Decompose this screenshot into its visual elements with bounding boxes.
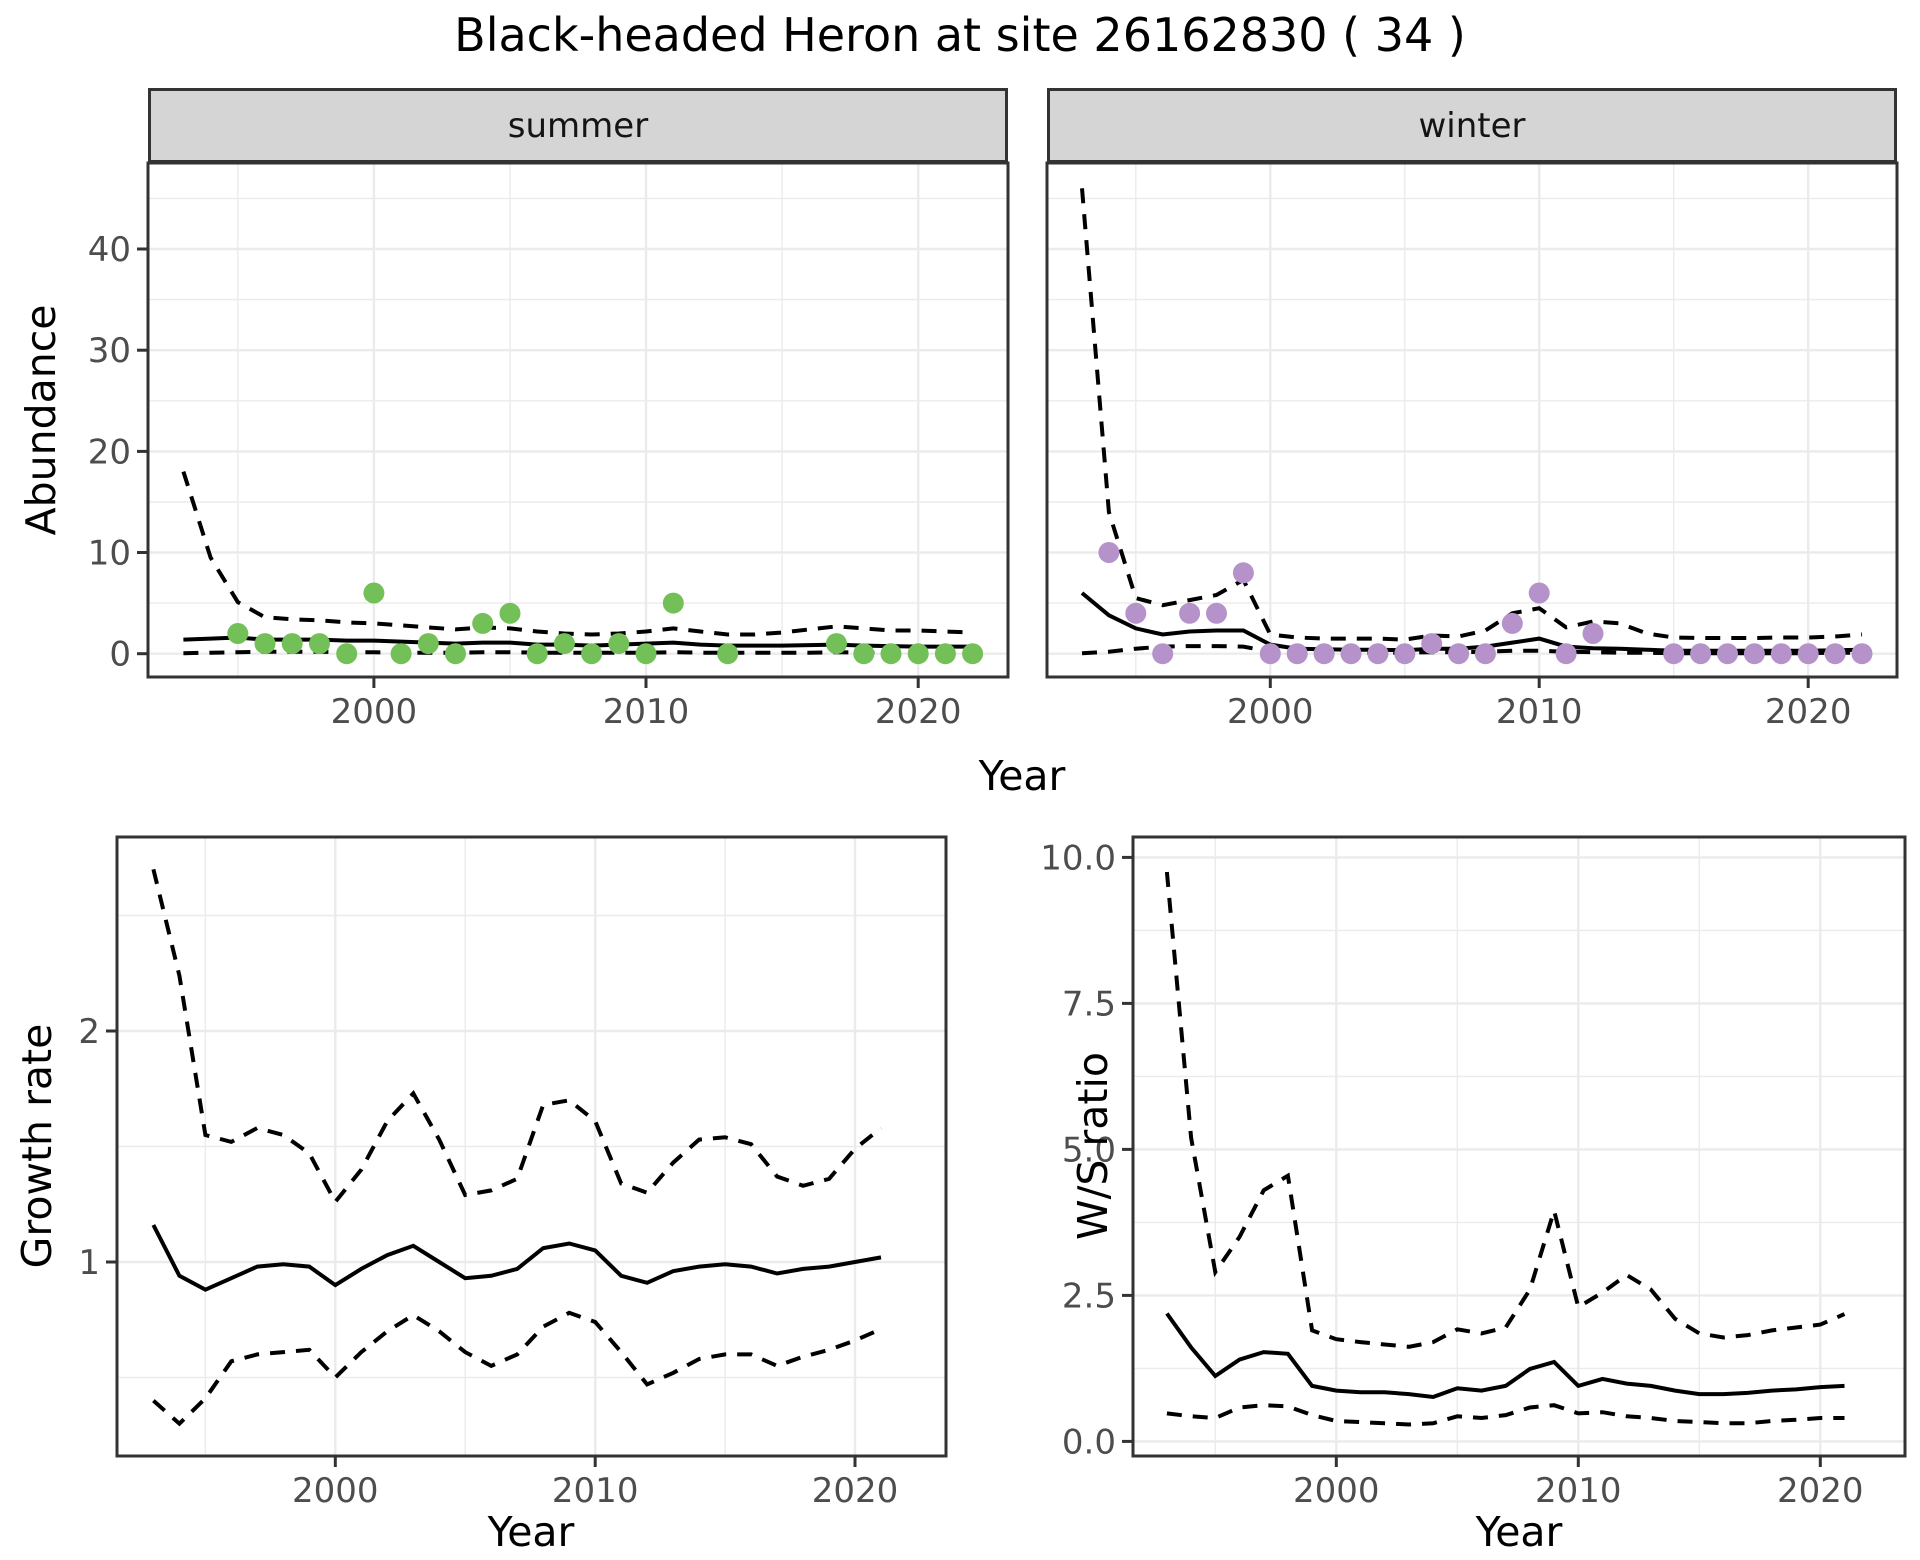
svg-text:40: 40 xyxy=(88,230,131,270)
svg-text:30: 30 xyxy=(88,331,131,371)
facet-strip-winter: winter xyxy=(1047,88,1897,163)
growth-rate-axis-label: Growth rate xyxy=(13,1023,61,1269)
facet-strip-summer-label: summer xyxy=(507,105,649,146)
svg-text:0: 0 xyxy=(109,635,131,675)
svg-text:2000: 2000 xyxy=(1227,692,1314,732)
svg-text:1: 1 xyxy=(78,1243,100,1283)
facet-strip-summer: summer xyxy=(148,88,1008,163)
svg-text:2020: 2020 xyxy=(1777,1471,1864,1511)
svg-text:2010: 2010 xyxy=(603,692,690,732)
svg-text:2.5: 2.5 xyxy=(1062,1276,1116,1316)
svg-text:2020: 2020 xyxy=(812,1471,899,1511)
svg-text:0.0: 0.0 xyxy=(1062,1422,1116,1462)
year-axis-label-bottom-left: Year xyxy=(487,1508,575,1556)
svg-text:2000: 2000 xyxy=(1293,1471,1380,1511)
plot-title: Black-headed Heron at site 26162830 ( 34… xyxy=(454,8,1466,62)
svg-text:2010: 2010 xyxy=(552,1471,639,1511)
svg-text:2020: 2020 xyxy=(875,692,962,732)
year-axis-label-bottom-right: Year xyxy=(1475,1508,1563,1556)
svg-text:20: 20 xyxy=(88,432,131,472)
svg-text:7.5: 7.5 xyxy=(1062,984,1116,1024)
svg-text:10: 10 xyxy=(88,534,131,574)
svg-text:2000: 2000 xyxy=(331,692,418,732)
year-axis-label-top: Year xyxy=(978,752,1066,800)
svg-text:2020: 2020 xyxy=(1765,692,1852,732)
svg-text:2: 2 xyxy=(78,1012,100,1052)
ws-ratio-axis-label: W/S ratio xyxy=(1069,1052,1117,1240)
facet-strip-winter-label: winter xyxy=(1418,105,1526,146)
svg-text:2000: 2000 xyxy=(292,1471,379,1511)
svg-text:2010: 2010 xyxy=(1535,1471,1622,1511)
svg-text:10.0: 10.0 xyxy=(1040,838,1116,878)
svg-text:2010: 2010 xyxy=(1496,692,1583,732)
abundance-axis-label: Abundance xyxy=(17,304,65,536)
